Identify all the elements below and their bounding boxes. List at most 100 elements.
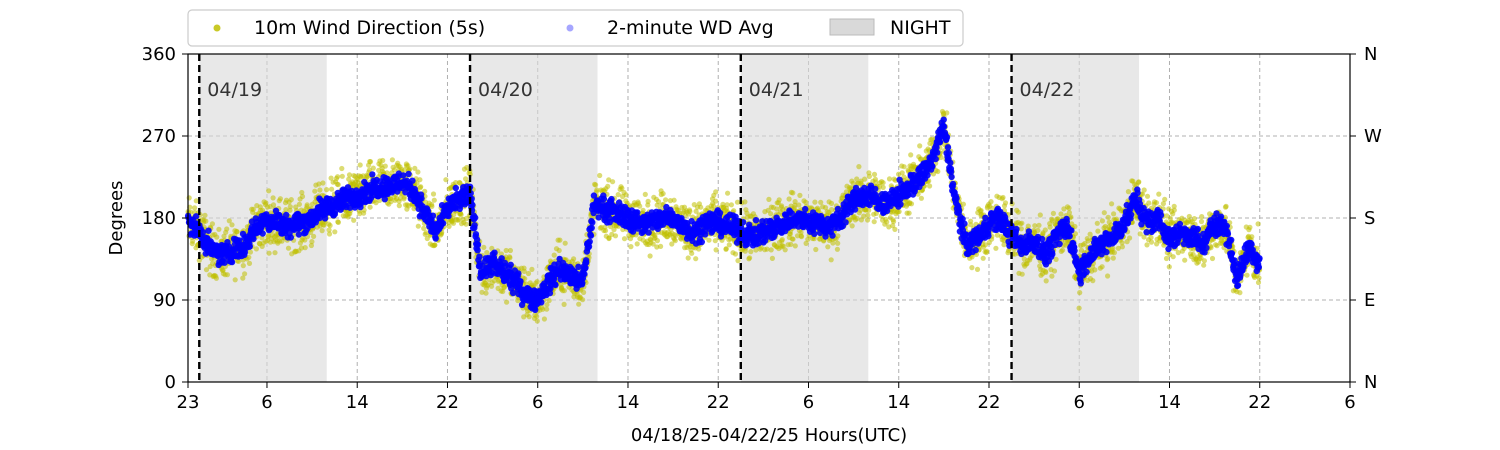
series-0-point — [980, 255, 986, 261]
series-0-point — [1000, 194, 1006, 201]
series-0-point — [193, 198, 199, 204]
series-0-point — [266, 250, 272, 256]
series-0-point — [828, 200, 835, 206]
series-0-point — [734, 199, 741, 205]
series-1-point — [221, 259, 228, 266]
series-0-point — [1042, 227, 1048, 233]
series-0-point — [723, 246, 729, 252]
series-0-point — [637, 203, 643, 209]
series-0-point — [748, 249, 754, 255]
series-0-point — [1110, 255, 1116, 261]
series-0-point — [571, 256, 577, 262]
series-0-point — [698, 204, 704, 210]
series-0-point — [202, 212, 208, 218]
series-0-point — [744, 210, 750, 216]
series-0-point — [534, 279, 540, 285]
series-0-point — [896, 209, 902, 215]
series-0-point — [335, 219, 341, 225]
series-0-point — [1036, 222, 1042, 228]
series-0-point — [818, 199, 824, 205]
series-0-point — [581, 289, 587, 295]
series-0-point — [484, 250, 490, 256]
series-0-point — [865, 212, 871, 218]
series-0-point — [1099, 218, 1105, 224]
series-1-point — [432, 235, 439, 242]
series-0-point — [1037, 212, 1043, 218]
series-1-point — [507, 261, 514, 268]
series-0-point — [335, 174, 341, 180]
series-1-point — [471, 214, 479, 221]
series-0-point — [693, 208, 699, 214]
series-0-point — [886, 176, 893, 182]
series-0-point — [712, 238, 718, 244]
series-0-point — [594, 187, 600, 193]
series-0-point — [1105, 214, 1111, 220]
series-0-point — [1199, 214, 1205, 220]
series-0-point — [1058, 211, 1064, 217]
series-0-point — [503, 247, 509, 254]
series-0-point — [612, 233, 619, 239]
series-0-point — [190, 238, 196, 244]
series-0-point — [229, 222, 235, 228]
series-0-point — [1025, 223, 1031, 229]
series-1-point — [575, 263, 582, 270]
series-0-point — [1237, 290, 1243, 296]
series-0-point — [663, 197, 669, 203]
series-0-point — [1153, 200, 1159, 206]
series-0-point — [696, 246, 702, 252]
series-0-point — [1072, 223, 1078, 230]
series-0-point — [240, 275, 246, 281]
series-0-point — [1255, 221, 1261, 227]
series-0-point — [815, 207, 822, 213]
series-0-point — [640, 207, 646, 213]
series-0-point — [1050, 210, 1056, 216]
series-0-point — [234, 229, 240, 235]
series-0-point — [266, 188, 272, 194]
series-0-point — [1110, 245, 1116, 251]
series-0-point — [1043, 269, 1049, 275]
series-0-point — [1047, 224, 1053, 230]
series-0-point — [774, 206, 780, 212]
series-0-point — [1085, 238, 1091, 244]
series-1-point — [418, 195, 425, 202]
series-0-point — [685, 255, 691, 261]
series-0-point — [1018, 226, 1024, 232]
series-0-point — [713, 198, 719, 204]
series-0-point — [1066, 210, 1072, 216]
series-0-point — [415, 223, 421, 229]
series-0-point — [1156, 191, 1162, 197]
series-0-point — [1249, 234, 1255, 240]
series-0-point — [1247, 224, 1253, 230]
series-0-point — [890, 223, 896, 229]
series-0-point — [1141, 187, 1147, 193]
series-0-point — [421, 225, 427, 231]
series-0-point — [253, 246, 259, 252]
series-0-point — [623, 192, 629, 198]
series-0-point — [186, 195, 192, 201]
series-0-point — [546, 297, 552, 304]
series-0-point — [481, 244, 487, 250]
series-0-point — [829, 207, 835, 213]
series-0-point — [1077, 290, 1083, 296]
series-0-point — [329, 186, 335, 192]
series-0-point — [1032, 223, 1038, 229]
series-0-point — [994, 232, 1001, 238]
series-0-point — [908, 152, 914, 158]
series-0-point — [764, 246, 770, 252]
series-1-point — [589, 219, 596, 226]
series-0-point — [938, 154, 944, 160]
series-0-point — [766, 196, 772, 202]
series-0-point — [296, 201, 302, 207]
series-0-point — [768, 247, 774, 253]
series-0-point — [308, 242, 314, 249]
series-0-point — [384, 170, 390, 176]
series-0-point — [339, 165, 345, 172]
series-1-point — [600, 195, 608, 203]
series-0-point — [786, 196, 792, 202]
series-0-point — [1201, 262, 1207, 268]
series-0-point — [287, 204, 293, 210]
series-0-point — [556, 247, 562, 254]
series-0-point — [221, 233, 227, 239]
series-0-point — [901, 174, 907, 180]
series-0-point — [1019, 220, 1025, 226]
